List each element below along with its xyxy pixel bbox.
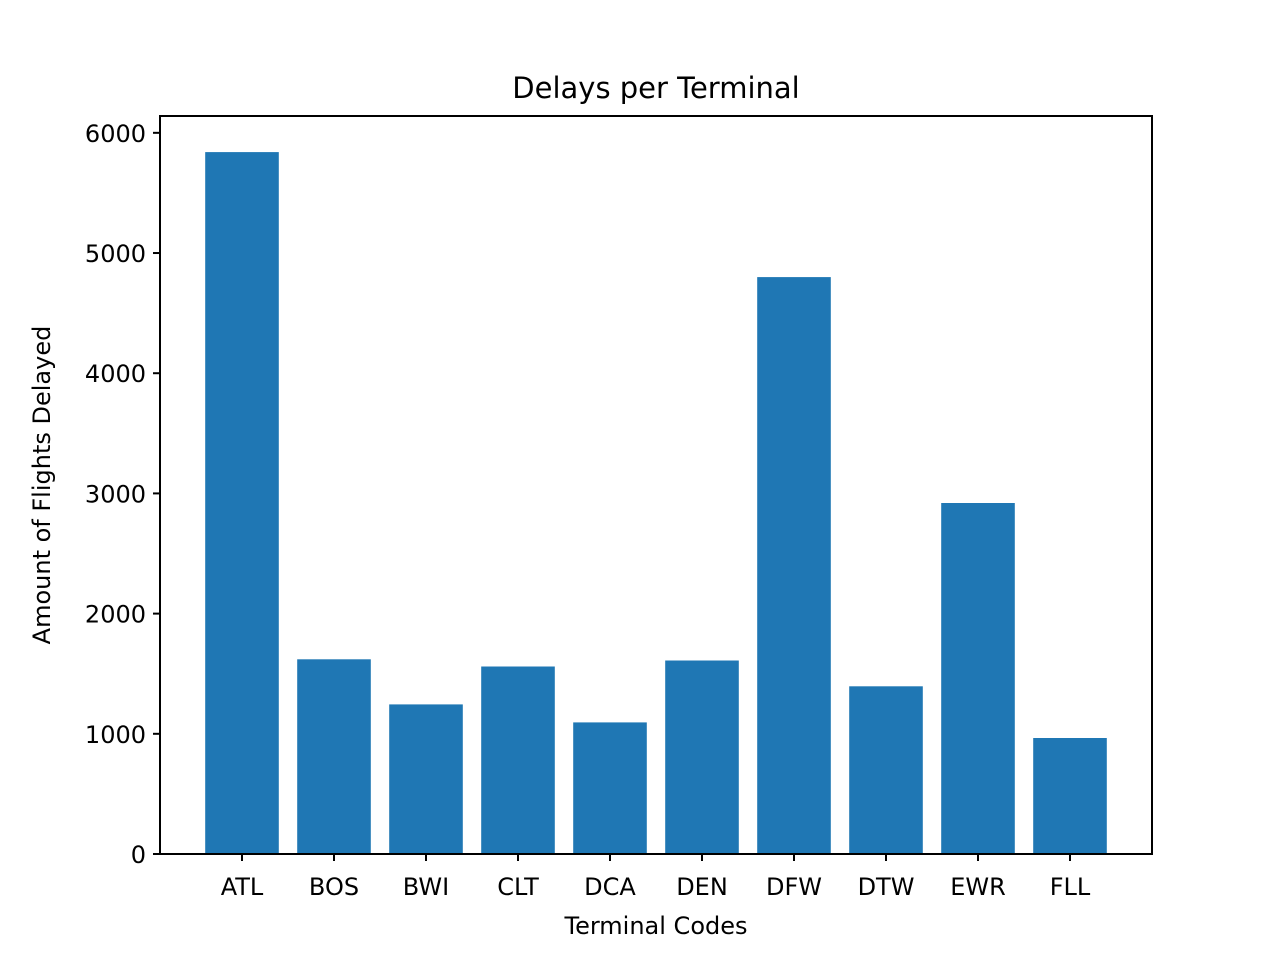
y-tick-label-3000: 3000 [85, 480, 146, 508]
x-tick-label-dfw: DFW [766, 873, 822, 901]
x-axis: ATL BOS BWI CLT DCA DEN DFW DTW EWR FLL [221, 854, 1091, 901]
x-axis-title: Terminal Codes [564, 912, 748, 940]
y-axis-title: Amount of Flights Delayed [28, 326, 56, 645]
bar-dtw [849, 686, 923, 854]
x-tick-label-ewr: EWR [950, 873, 1006, 901]
y-tick-label-0: 0 [131, 841, 146, 869]
x-tick-label-den: DEN [676, 873, 728, 901]
y-tick-label-5000: 5000 [85, 240, 146, 268]
bar-den [665, 660, 739, 854]
x-tick-label-atl: ATL [221, 873, 264, 901]
bar-atl [205, 152, 279, 855]
y-axis: 0 1000 2000 3000 4000 5000 6000 [85, 120, 160, 869]
y-tick-label-4000: 4000 [85, 360, 146, 388]
y-tick-label-6000: 6000 [85, 120, 146, 148]
x-tick-label-clt: CLT [497, 873, 539, 901]
bar-clt [481, 666, 555, 854]
x-tick-label-dtw: DTW [858, 873, 915, 901]
bar-fll [1033, 738, 1107, 854]
y-tick-label-2000: 2000 [85, 601, 146, 629]
bars-group [205, 152, 1107, 855]
y-tick-label-1000: 1000 [85, 721, 146, 749]
bar-ewr [941, 503, 1015, 854]
x-tick-label-bos: BOS [309, 873, 359, 901]
bar-dca [573, 722, 647, 854]
bar-dfw [757, 277, 831, 855]
chart-title: Delays per Terminal [512, 71, 799, 105]
bar-bwi [389, 704, 463, 854]
x-tick-label-bwi: BWI [403, 873, 449, 901]
x-tick-label-fll: FLL [1050, 873, 1091, 901]
x-tick-label-dca: DCA [584, 873, 636, 901]
plot-frame [159, 115, 1153, 855]
bar-bos [297, 659, 371, 854]
